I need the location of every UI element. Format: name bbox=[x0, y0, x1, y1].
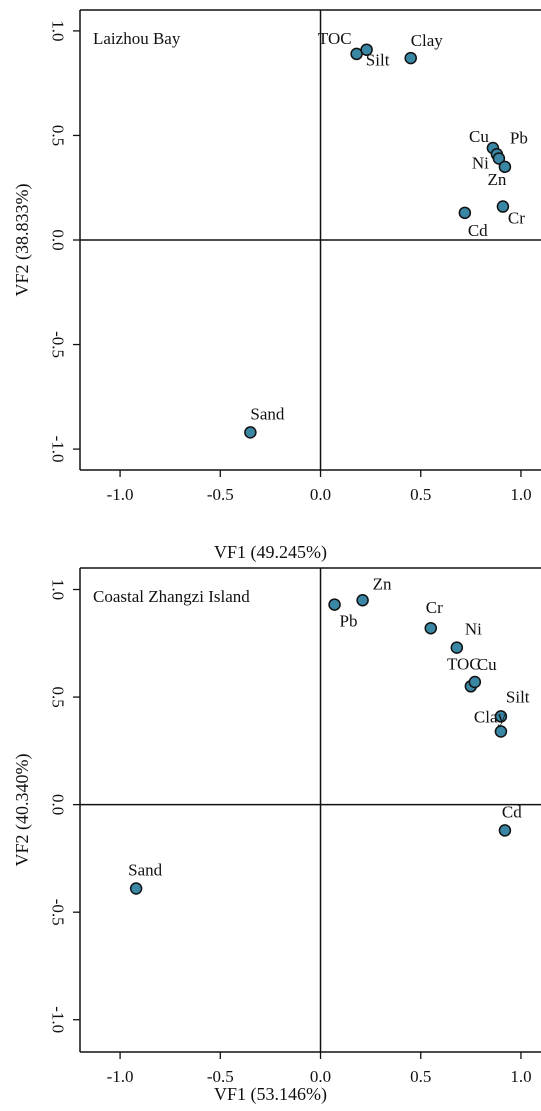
panel-1-point-label-cu: Cu bbox=[469, 127, 489, 146]
panel-1-x-tick-label: 1.0 bbox=[510, 485, 531, 504]
panel-1-point-label-zn: Zn bbox=[487, 170, 506, 189]
panel-2-x-tick-label: 1.0 bbox=[510, 1067, 531, 1086]
panel-2-y-tick-label: 0.5 bbox=[49, 686, 68, 707]
panel-2-point-cu bbox=[468, 675, 482, 689]
panel-1-y-axis-title: VF2 (38.833%) bbox=[12, 184, 33, 297]
panel-2-x-axis-title: VF1 (53.146%) bbox=[214, 1084, 327, 1105]
panel-1-point-label-pb: Pb bbox=[510, 128, 528, 147]
panel-1-y-tick-label: 0.0 bbox=[49, 229, 68, 250]
panel-1-panel-label: Laizhou Bay bbox=[93, 29, 181, 48]
panel-2-point-ni bbox=[450, 641, 464, 654]
panel-1-y-tick-label: -1.0 bbox=[49, 436, 68, 463]
panel-2-point-label-cd: Cd bbox=[502, 802, 522, 821]
panel-2-point-clay bbox=[494, 725, 508, 738]
panel-2-point-pb bbox=[328, 598, 341, 611]
panel-2-point-label-silt: Silt bbox=[506, 687, 530, 706]
panel-1-point-zn bbox=[498, 160, 512, 174]
panel-1-x-tick-label: 0.0 bbox=[310, 485, 331, 504]
panel-2-point-label-ni: Ni bbox=[465, 620, 482, 639]
panel-2-x-tick-label: 0.0 bbox=[310, 1067, 331, 1086]
panel-1-point-label-toc: TOC bbox=[318, 29, 352, 48]
panel-1-x-axis-title: VF1 (49.245%) bbox=[214, 542, 327, 563]
panel-1-point-cd bbox=[458, 206, 472, 220]
panel-2-point-silt bbox=[494, 710, 508, 723]
panel-2-x-tick-label: -0.5 bbox=[207, 1067, 234, 1086]
panel-2-point-label-toc: TOC bbox=[447, 654, 481, 673]
panel-2-point-zn bbox=[356, 594, 369, 607]
panel-2-point-label-sand: Sand bbox=[128, 861, 163, 880]
panel-2-point-sand bbox=[129, 882, 143, 895]
panel-1-point-cr bbox=[496, 200, 510, 213]
panel-2-point-label-zn: Zn bbox=[373, 574, 392, 593]
panel-2-x-tick-label: -1.0 bbox=[107, 1067, 134, 1086]
panel-2-point-label-cr: Cr bbox=[426, 598, 443, 617]
panel-2-y-tick-label: 1.0 bbox=[49, 579, 68, 600]
panel-2-point-label-clay: Clay bbox=[474, 707, 507, 726]
panel-2-x-tick-label: 0.5 bbox=[410, 1067, 431, 1086]
panel-1-y-tick-label: 0.5 bbox=[49, 125, 68, 146]
panel-2-y-tick-label: -1.0 bbox=[48, 1006, 67, 1033]
panel-1-point-label-cd: Cd bbox=[468, 221, 488, 240]
panel-2-point-label-cu: Cu bbox=[477, 655, 497, 674]
panel-2-point-label-pb: Pb bbox=[340, 612, 358, 631]
panel-1-point-silt bbox=[360, 43, 373, 56]
panel-1-y-tick-label: -0.5 bbox=[49, 331, 68, 358]
panel-2-panel-label: Coastal Zhangzi Island bbox=[93, 587, 250, 606]
panel-1-x-tick-label: -1.0 bbox=[107, 485, 134, 504]
panel-1-point-label-clay: Clay bbox=[411, 31, 444, 50]
panel-1-x-tick-label: 0.5 bbox=[410, 485, 431, 504]
panel-2-y-tick-label: 0.0 bbox=[49, 794, 68, 815]
panel-2-point-cd bbox=[498, 824, 512, 837]
panel-1-y-tick-label: 1.0 bbox=[49, 20, 68, 41]
panel-1-point-sand bbox=[244, 426, 257, 439]
panel-1-point-label-ni: Ni bbox=[472, 153, 489, 172]
panel-1-point-label-cr: Cr bbox=[508, 209, 525, 228]
panel-1-x-tick-label: -0.5 bbox=[207, 485, 234, 504]
panel-1-point-label-silt: Silt bbox=[366, 51, 390, 70]
panel-1-point-label-sand: Sand bbox=[250, 404, 285, 423]
panel-2-y-tick-label: -0.5 bbox=[49, 899, 68, 926]
panel-1-point-ni bbox=[492, 152, 506, 165]
panel-1-point-clay bbox=[404, 51, 417, 65]
panel-2-y-axis-title: VF2 (40.340%) bbox=[12, 754, 33, 867]
panel-2-point-cr bbox=[424, 621, 438, 635]
